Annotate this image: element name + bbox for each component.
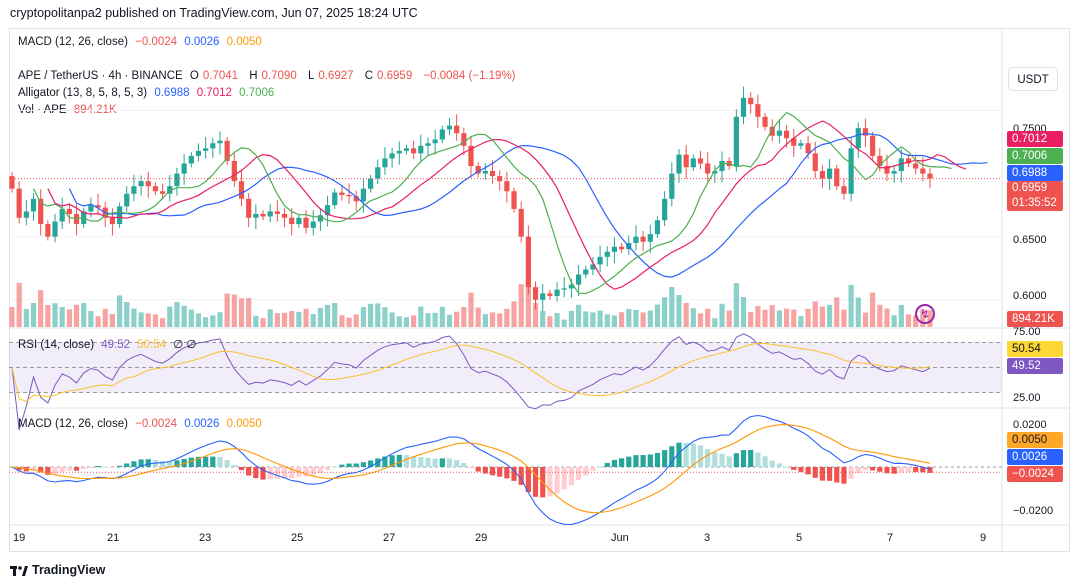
rsi-tick-25: 25.00: [1013, 392, 1041, 404]
time-tick-label: 21: [107, 532, 120, 544]
time-tick-label: 19: [13, 532, 26, 544]
rsi-ma-value: 50.54: [137, 339, 167, 351]
close-label: C: [364, 70, 374, 82]
time-tick-label: 7: [887, 532, 894, 544]
time-tick-label: 29: [475, 532, 488, 544]
top-macd-legend: MACD (12, 26, close) −0.0024 0.0026 0.00…: [18, 36, 266, 48]
rsi-tag: 49.52: [1007, 358, 1063, 374]
close-value: 0.6959: [377, 70, 413, 82]
top-macd-value: 0.0026: [184, 36, 220, 48]
rsi-empty-values: ∅ ∅: [173, 339, 197, 351]
rsi-tick-75: 75.00: [1013, 326, 1041, 338]
last-price-value: 0.6959: [1012, 182, 1048, 194]
symbol-label[interactable]: APE / TetherUS · 4h · BINANCE: [18, 70, 183, 82]
alligator-teeth-value: 0.7012: [196, 87, 232, 99]
macd-tag: 0.0026: [1007, 449, 1063, 465]
macd-name[interactable]: MACD (12, 26, close): [18, 418, 128, 430]
time-tick-label: 25: [291, 532, 304, 544]
high-label: H: [249, 70, 258, 82]
time-tick-label: Jun: [611, 532, 629, 544]
volume-tag: 894.21K: [1007, 311, 1063, 327]
top-macd-hist-value: −0.0024: [135, 36, 178, 48]
macd-signal-value: 0.0050: [226, 418, 262, 430]
change-value: −0.0084 (−1.19%): [423, 70, 516, 82]
open-label: O: [189, 70, 199, 82]
alligator-legend: Alligator (13, 8, 5, 8, 5, 3) 0.6988 0.7…: [18, 87, 278, 99]
low-value: 0.6927: [318, 70, 354, 82]
macd-legend: MACD (12, 26, close) −0.0024 0.0026 0.00…: [18, 418, 266, 430]
rsi-value: 49.52: [101, 339, 131, 351]
currency-button[interactable]: USDT: [1008, 67, 1058, 91]
lightning-icon[interactable]: ↯: [915, 304, 935, 324]
alligator-name[interactable]: Alligator (13, 8, 5, 8, 5, 3): [18, 87, 148, 99]
last-price-tag: 0.6959 01:35:52: [1007, 181, 1063, 211]
macd-tick-pos: 0.0200: [1013, 419, 1047, 431]
alligator-lips-tag: 0.7006: [1007, 148, 1063, 164]
tradingview-logo-icon: [10, 565, 28, 576]
published-header: cryptopolitanpa2 published on TradingVie…: [10, 6, 418, 20]
alligator-jaw-value: 0.6988: [154, 87, 190, 99]
alligator-jaw-tag: 0.6988: [1007, 165, 1063, 181]
top-macd-signal-value: 0.0050: [226, 36, 262, 48]
chart-frame: [9, 28, 1070, 552]
time-tick-label: 23: [199, 532, 212, 544]
time-tick-label: 9: [980, 532, 987, 544]
rsi-name[interactable]: RSI (14, close): [18, 339, 95, 351]
macd-hist-tag: −0.0024: [1007, 466, 1063, 482]
price-tick-0650: 0.6500: [1013, 234, 1047, 246]
time-tick-label: 27: [383, 532, 396, 544]
macd-signal-tag: 0.0050: [1007, 432, 1063, 448]
macd-tick-neg: −0.0200: [1013, 505, 1054, 517]
high-value: 0.7090: [261, 70, 297, 82]
low-label: L: [307, 70, 315, 82]
price-tick-0600: 0.6000: [1013, 290, 1047, 302]
tradingview-footer[interactable]: TradingView: [10, 563, 105, 577]
volume-legend: Vol · APE 894.21K: [18, 104, 121, 116]
top-macd-name: MACD (12, 26, close): [18, 36, 128, 48]
macd-value: 0.0026: [184, 418, 220, 430]
bar-countdown: 01:35:52: [1012, 197, 1057, 209]
rsi-ma-tag: 50.54: [1007, 341, 1063, 357]
alligator-teeth-tag: 0.7012: [1007, 131, 1063, 147]
rsi-legend: RSI (14, close) 49.52 50.54 ∅ ∅: [18, 337, 200, 351]
alligator-lips-value: 0.7006: [239, 87, 275, 99]
open-value: 0.7041: [202, 70, 239, 82]
macd-hist-value: −0.0024: [135, 418, 178, 430]
tradingview-brand: TradingView: [32, 563, 106, 577]
volume-value: 894.21K: [73, 104, 117, 116]
volume-name[interactable]: Vol · APE: [18, 104, 67, 116]
time-tick-label: 3: [704, 532, 711, 544]
time-tick-label: 5: [796, 532, 803, 544]
